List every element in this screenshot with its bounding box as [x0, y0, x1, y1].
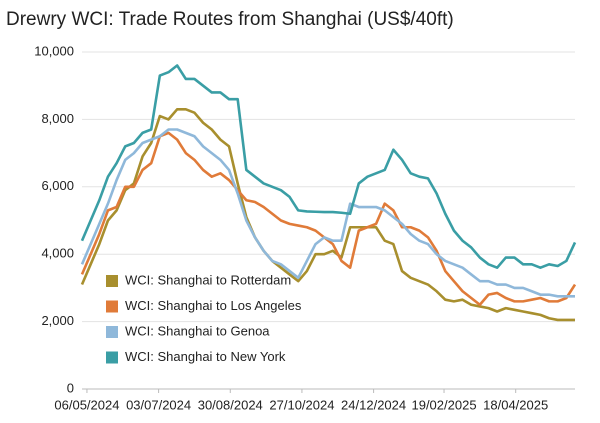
- x-tick-label: 30/08/2024: [198, 397, 263, 412]
- legend-label: WCI: Shanghai to Genoa: [125, 323, 270, 338]
- legend-label: WCI: Shanghai to New York: [125, 349, 286, 364]
- y-tick-label: 2,000: [41, 313, 74, 328]
- legend-swatch: [106, 351, 118, 364]
- legend-swatch: [106, 326, 118, 338]
- y-tick-label: 10,000: [34, 43, 74, 58]
- x-tick-label: 06/05/2024: [54, 397, 119, 412]
- y-tick-label: 0: [67, 380, 74, 395]
- y-tick-label: 6,000: [41, 178, 74, 193]
- x-tick-label: 24/12/2024: [341, 397, 406, 412]
- legend-label: WCI: Shanghai to Rotterdam: [125, 272, 291, 287]
- series-line: [80, 64, 577, 269]
- y-tick-label: 8,000: [41, 111, 74, 126]
- x-tick-label: 18/04/2025: [483, 397, 548, 412]
- chart-title: Drewry WCI: Trade Routes from Shanghai (…: [6, 9, 454, 30]
- x-tick-label: 03/07/2024: [126, 397, 191, 412]
- legend-swatch: [106, 300, 118, 313]
- x-tick-label: 27/10/2024: [269, 397, 334, 412]
- series-line: [80, 131, 577, 307]
- series-line: [80, 107, 575, 322]
- y-tick-label: 4,000: [41, 246, 74, 261]
- legend-swatch: [106, 275, 118, 287]
- x-tick-label: 19/02/2025: [411, 397, 476, 412]
- legend-label: WCI: Shanghai to Los Angeles: [125, 298, 302, 313]
- series-line: [80, 128, 575, 298]
